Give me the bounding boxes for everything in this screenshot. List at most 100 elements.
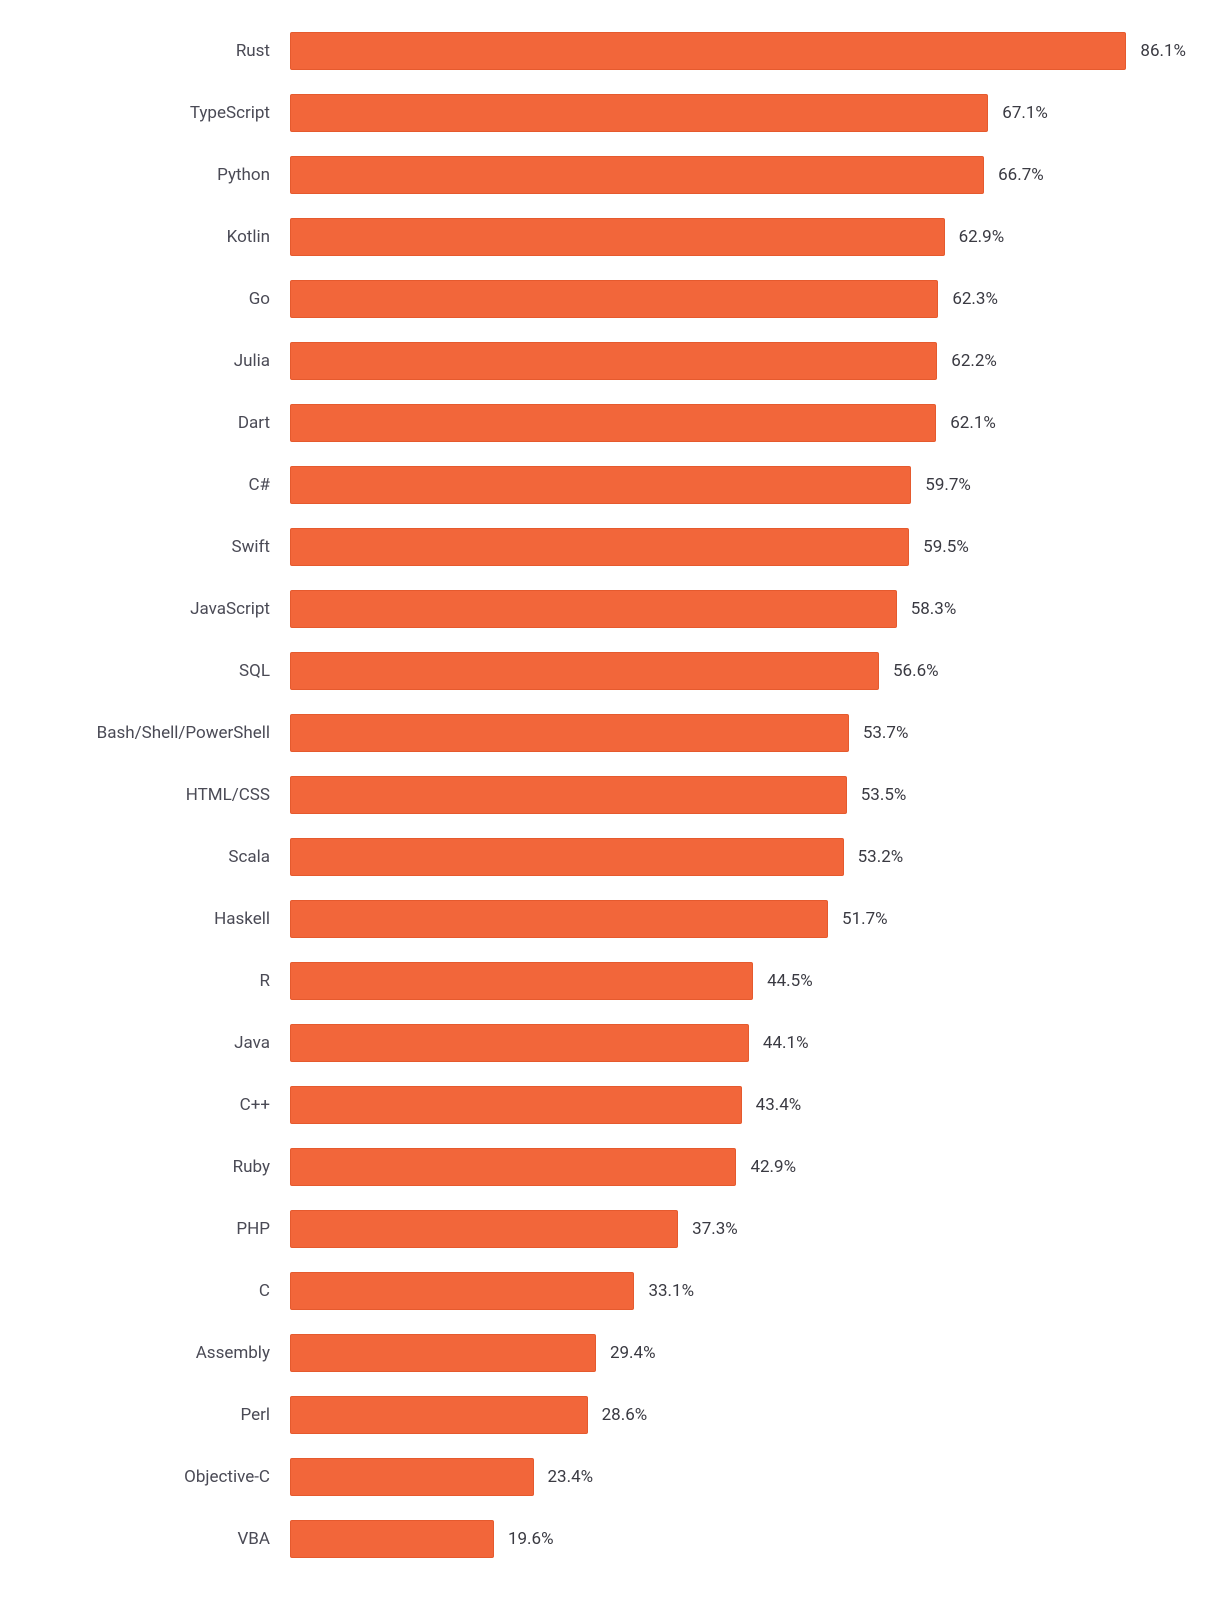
chart-row: C#59.7% — [0, 454, 1186, 516]
row-label: Go — [0, 289, 290, 309]
row-label: Scala — [0, 847, 290, 867]
bar-track: 58.3% — [290, 590, 1186, 628]
bar[interactable] — [290, 94, 988, 132]
row-value: 53.7% — [849, 723, 909, 743]
bar[interactable] — [290, 900, 828, 938]
bar[interactable] — [290, 280, 938, 318]
chart-row: Swift59.5% — [0, 516, 1186, 578]
chart-row: PHP 37.3% — [0, 1198, 1186, 1260]
row-label: HTML/CSS — [0, 785, 290, 805]
row-label: R — [0, 971, 290, 991]
bar[interactable] — [290, 404, 936, 442]
bar-track: 56.6% — [290, 652, 1186, 690]
bar-track: 59.7% — [290, 466, 1186, 504]
bar[interactable] — [290, 342, 937, 380]
row-value: 67.1% — [988, 103, 1048, 123]
chart-row: Bash/Shell/PowerShell53.7% — [0, 702, 1186, 764]
bar-track: 53.5% — [290, 776, 1186, 814]
chart-row: Kotlin 62.9% — [0, 206, 1186, 268]
bar-track: 23.4% — [290, 1458, 1186, 1496]
bar-track: 62.1% — [290, 404, 1186, 442]
bar-track: 62.9% — [290, 218, 1186, 256]
bar[interactable] — [290, 466, 911, 504]
bar[interactable] — [290, 962, 753, 1000]
row-label: Assembly — [0, 1343, 290, 1363]
row-value: 37.3% — [678, 1219, 738, 1239]
bar[interactable] — [290, 590, 897, 628]
bar-track: 51.7% — [290, 900, 1186, 938]
chart-row: TypeScript 67.1% — [0, 82, 1186, 144]
row-value: 29.4% — [596, 1343, 656, 1363]
chart-row: Scala 53.2% — [0, 826, 1186, 888]
row-label: Kotlin — [0, 227, 290, 247]
bar-track: 59.5% — [290, 528, 1186, 566]
row-label: PHP — [0, 1219, 290, 1239]
row-label: Haskell — [0, 909, 290, 929]
bar[interactable] — [290, 156, 984, 194]
chart-row: Dart62.1% — [0, 392, 1186, 454]
row-value: 59.7% — [911, 475, 971, 495]
bar-track: 19.6% — [290, 1520, 1186, 1558]
bar-track: 42.9% — [290, 1148, 1186, 1186]
chart-row: Haskell 51.7% — [0, 888, 1186, 950]
bar[interactable] — [290, 1148, 736, 1186]
row-value: 51.7% — [828, 909, 888, 929]
bar[interactable] — [290, 218, 945, 256]
row-label: Dart — [0, 413, 290, 433]
bar[interactable] — [290, 1520, 494, 1558]
bar-track: 44.5% — [290, 962, 1186, 1000]
chart-row: Ruby42.9% — [0, 1136, 1186, 1198]
row-value: 23.4% — [534, 1467, 594, 1487]
bar[interactable] — [290, 1458, 534, 1496]
row-value: 28.6% — [588, 1405, 648, 1425]
row-label: Java — [0, 1033, 290, 1053]
chart-row: Objective-C23.4% — [0, 1446, 1186, 1508]
row-label: VBA — [0, 1529, 290, 1549]
bar[interactable] — [290, 32, 1126, 70]
bar[interactable] — [290, 1396, 588, 1434]
row-value: 58.3% — [897, 599, 957, 619]
bar-track: 28.6% — [290, 1396, 1186, 1434]
bar[interactable] — [290, 528, 909, 566]
chart-row: Assembly 29.4% — [0, 1322, 1186, 1384]
row-value: 62.3% — [938, 289, 998, 309]
language-popularity-chart: Rust86.1%TypeScript67.1%Python66.7%Kotli… — [0, 0, 1226, 1590]
row-value: 53.5% — [847, 785, 907, 805]
bar[interactable] — [290, 652, 879, 690]
row-value: 33.1% — [634, 1281, 694, 1301]
bar[interactable] — [290, 714, 849, 752]
row-value: 66.7% — [984, 165, 1044, 185]
chart-row: Go 62.3% — [0, 268, 1186, 330]
bar-track: 37.3% — [290, 1210, 1186, 1248]
bar[interactable] — [290, 1334, 596, 1372]
bar[interactable] — [290, 1024, 749, 1062]
chart-row: SQL56.6% — [0, 640, 1186, 702]
bar-track: 67.1% — [290, 94, 1186, 132]
row-value: 19.6% — [494, 1529, 554, 1549]
chart-row: Perl28.6% — [0, 1384, 1186, 1446]
row-value: 43.4% — [742, 1095, 802, 1115]
bar[interactable] — [290, 776, 847, 814]
row-label: Rust — [0, 41, 290, 61]
chart-row: Python66.7% — [0, 144, 1186, 206]
bar-track: 86.1% — [290, 32, 1186, 70]
row-label: Swift — [0, 537, 290, 557]
bar[interactable] — [290, 838, 844, 876]
bar[interactable] — [290, 1210, 678, 1248]
chart-row: R 44.5% — [0, 950, 1186, 1012]
bar[interactable] — [290, 1272, 634, 1310]
chart-row: C++ 43.4% — [0, 1074, 1186, 1136]
row-value: 86.1% — [1126, 41, 1186, 61]
row-value: 62.9% — [945, 227, 1005, 247]
chart-row: C33.1% — [0, 1260, 1186, 1322]
row-label: Ruby — [0, 1157, 290, 1177]
row-label: TypeScript — [0, 103, 290, 123]
row-value: 53.2% — [844, 847, 904, 867]
row-value: 62.2% — [937, 351, 997, 371]
bar-track: 66.7% — [290, 156, 1186, 194]
bar-track: 62.3% — [290, 280, 1186, 318]
row-label: C++ — [0, 1095, 290, 1115]
row-value: 56.6% — [879, 661, 939, 681]
row-value: 44.5% — [753, 971, 813, 991]
bar[interactable] — [290, 1086, 742, 1124]
